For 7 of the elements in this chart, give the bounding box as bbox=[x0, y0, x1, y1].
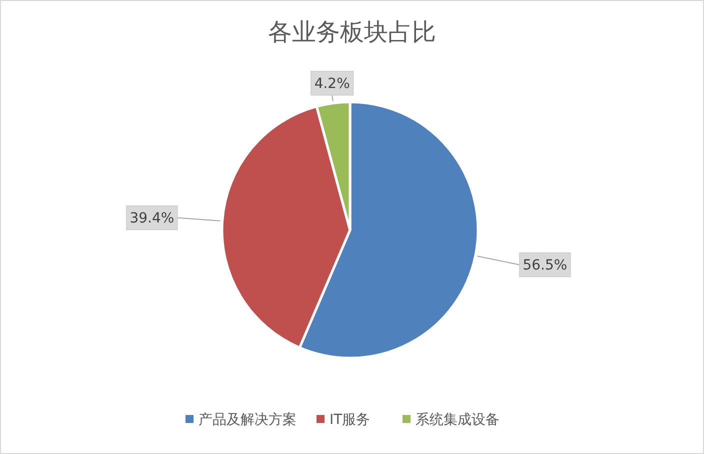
legend-label: IT服务 bbox=[330, 412, 370, 428]
legend-label: 产品及解决方案 bbox=[198, 410, 296, 428]
chart-title: 各业务板块占比 bbox=[268, 18, 436, 46]
data-label: 4.2% bbox=[314, 76, 350, 92]
legend-label: 系统集成设备 bbox=[416, 412, 500, 428]
data-label: 39.4% bbox=[130, 210, 174, 227]
data-label: 56.5% bbox=[522, 258, 568, 274]
